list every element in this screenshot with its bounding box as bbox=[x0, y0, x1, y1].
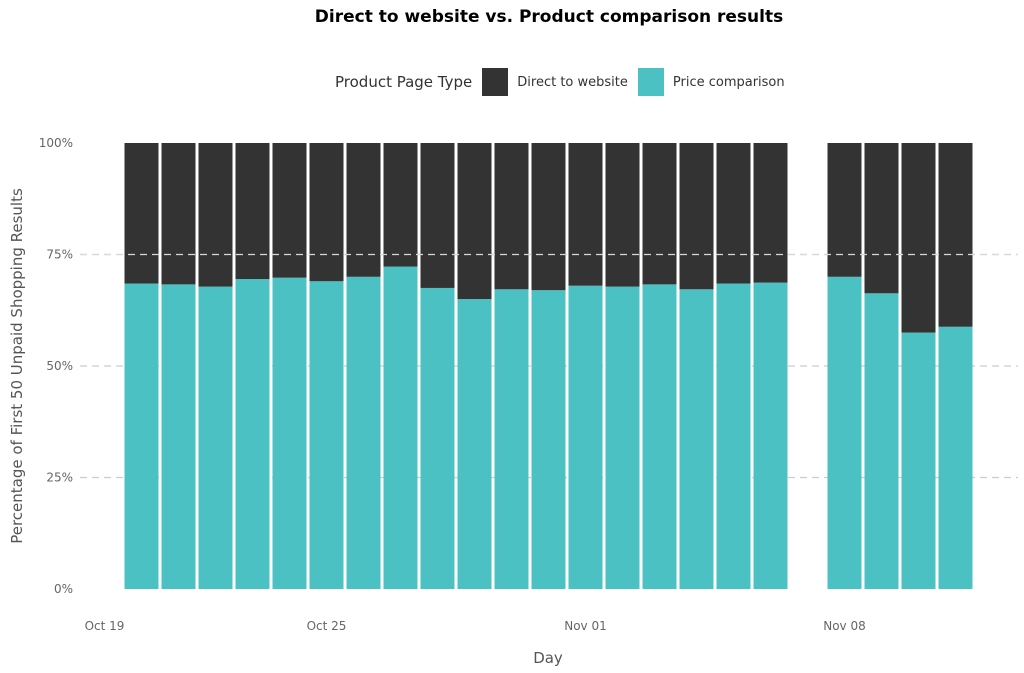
bar-direct-to-website bbox=[642, 143, 677, 285]
bar-direct-to-website bbox=[457, 143, 492, 300]
y-tick-label: 75% bbox=[46, 248, 73, 262]
bar-price-comparison bbox=[753, 282, 788, 589]
legend-label-price: Price comparison bbox=[672, 74, 785, 90]
y-tick-label: 25% bbox=[46, 471, 73, 485]
bar-price-comparison bbox=[864, 293, 899, 589]
y-tick-label: 50% bbox=[46, 359, 73, 373]
bar-price-comparison bbox=[272, 277, 307, 589]
bar-price-comparison bbox=[198, 286, 233, 589]
bar-direct-to-website bbox=[938, 143, 973, 327]
x-tick-label: Nov 01 bbox=[564, 619, 607, 633]
bars bbox=[80, 143, 1018, 589]
x-axis-label: Day bbox=[533, 649, 563, 667]
bar-price-comparison bbox=[494, 289, 529, 589]
y-axis-label: Percentage of First 50 Unpaid Shopping R… bbox=[8, 188, 26, 544]
bar-price-comparison bbox=[235, 279, 270, 589]
bar-direct-to-website bbox=[494, 143, 529, 290]
chart-title: Direct to website vs. Product comparison… bbox=[314, 7, 784, 27]
bar-price-comparison bbox=[124, 283, 159, 589]
bar-direct-to-website bbox=[272, 143, 307, 278]
bar-direct-to-website bbox=[716, 143, 751, 284]
y-tick-label: 100% bbox=[39, 136, 73, 150]
bar-direct-to-website bbox=[124, 143, 159, 284]
bar-price-comparison bbox=[383, 266, 418, 589]
bar-direct-to-website bbox=[198, 143, 233, 287]
bar-price-comparison bbox=[938, 326, 973, 589]
bar-direct-to-website bbox=[383, 143, 418, 267]
axes: 0% 25% 50% 75% 100% Oct 19 Oct 25 Nov 01 Nov 08 bbox=[39, 136, 866, 633]
bar-price-comparison bbox=[827, 276, 862, 589]
y-tick-label: 0% bbox=[54, 582, 73, 596]
bar-price-comparison bbox=[457, 299, 492, 589]
bar-direct-to-website bbox=[309, 143, 344, 282]
bar-direct-to-website bbox=[679, 143, 714, 290]
bar-direct-to-website bbox=[568, 143, 603, 286]
bar-price-comparison bbox=[605, 286, 640, 589]
bar-direct-to-website bbox=[827, 143, 862, 277]
bar-price-comparison bbox=[531, 290, 566, 589]
bar-price-comparison bbox=[346, 276, 381, 589]
bar-price-comparison bbox=[161, 284, 196, 589]
bar-price-comparison bbox=[642, 284, 677, 589]
bar-price-comparison bbox=[901, 332, 936, 589]
x-tick-label: Nov 08 bbox=[823, 619, 866, 633]
x-tick-label: Oct 25 bbox=[307, 619, 347, 633]
bar-direct-to-website bbox=[346, 143, 381, 277]
legend-label-direct: Direct to website bbox=[517, 74, 628, 90]
bar-direct-to-website bbox=[531, 143, 566, 291]
x-tick-label: Oct 19 bbox=[85, 619, 125, 633]
bar-direct-to-website bbox=[753, 143, 788, 283]
bar-price-comparison bbox=[568, 285, 603, 589]
bar-direct-to-website bbox=[235, 143, 270, 280]
bar-direct-to-website bbox=[864, 143, 899, 294]
legend: Product Page Type Direct to website Pric… bbox=[335, 68, 795, 96]
legend-swatch-direct bbox=[482, 68, 509, 96]
bar-direct-to-website bbox=[605, 143, 640, 287]
bar-direct-to-website bbox=[420, 143, 455, 288]
bar-price-comparison bbox=[420, 287, 455, 589]
bar-price-comparison bbox=[716, 283, 751, 589]
bar-price-comparison bbox=[309, 281, 344, 589]
bar-direct-to-website bbox=[161, 143, 196, 285]
legend-swatch-price bbox=[637, 68, 664, 96]
bar-price-comparison bbox=[679, 289, 714, 589]
legend-title: Product Page Type bbox=[335, 73, 473, 91]
bar-direct-to-website bbox=[901, 143, 936, 333]
